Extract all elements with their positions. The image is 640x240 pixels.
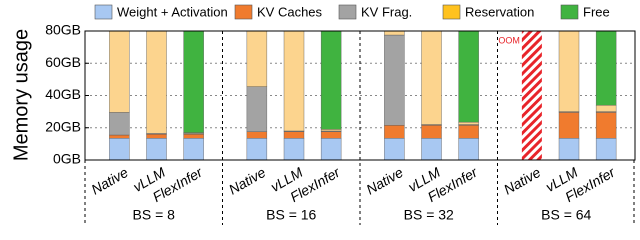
- bar-segment: [109, 134, 130, 139]
- y-tick-label: 40GB: [45, 86, 81, 102]
- y-tick-label: 80GB: [45, 22, 81, 38]
- chart: Memory usage Weight + Activation KV Cache…: [10, 4, 636, 225]
- legend-label: Weight + Activation: [117, 4, 228, 19]
- y-tick-label: 0GB: [53, 151, 81, 167]
- y-tick-label: 20GB: [45, 118, 81, 134]
- legend-label: Reservation: [465, 4, 534, 19]
- bar-segment: [384, 138, 405, 161]
- bar-segment: [421, 30, 442, 125]
- bar-segment: [595, 104, 617, 112]
- group-label: BS = 32: [404, 207, 454, 223]
- bar-segment: [595, 30, 617, 106]
- oom-label: OOM: [498, 35, 520, 45]
- bar-segment: [458, 30, 479, 123]
- bar-segment: [320, 138, 342, 161]
- bar-segment: [109, 138, 130, 161]
- bar-segment: [109, 112, 130, 136]
- legend-swatch: [338, 4, 357, 20]
- x-tick-label: Native: [226, 164, 269, 198]
- bar-segment: [458, 121, 479, 125]
- group-label: BS = 16: [266, 207, 316, 223]
- bar-segment: [146, 30, 167, 134]
- bar-segment: [384, 34, 405, 126]
- oom-bar: [521, 31, 542, 160]
- x-tick-label: Native: [88, 164, 131, 198]
- bar-segment: [109, 30, 130, 113]
- bar-segment: [384, 30, 405, 36]
- legend-swatch: [94, 4, 113, 20]
- group-label: BS = 64: [541, 207, 591, 223]
- y-axis-label: Memory usage: [10, 29, 32, 161]
- bar-segment: [183, 30, 204, 133]
- bar-segment: [558, 138, 580, 161]
- bar-segment: [146, 133, 167, 139]
- bar-segment: [283, 131, 305, 139]
- legend-label: KV Caches: [257, 4, 323, 19]
- bar-segment: [558, 30, 580, 112]
- bar-segment: [246, 30, 268, 87]
- y-tick-label: 60GB: [45, 54, 81, 70]
- bar-segment: [595, 138, 617, 161]
- legend-label: Free: [583, 4, 610, 19]
- bar-segment: [458, 125, 479, 139]
- bar-segment: [320, 131, 342, 139]
- bar-segment: [246, 86, 268, 132]
- x-tick-label: Native: [363, 164, 406, 198]
- bar-segment: [558, 112, 580, 139]
- bar-segment: [421, 138, 442, 161]
- group-label: BS = 8: [133, 207, 176, 223]
- bar-segment: [246, 138, 268, 161]
- legend-swatch: [234, 4, 253, 20]
- bar-segment: [283, 138, 305, 161]
- legend-swatch: [560, 4, 579, 20]
- bar-segment: [246, 131, 268, 139]
- bar-segment: [421, 125, 442, 139]
- bar-segment: [283, 30, 305, 132]
- bar-segment: [384, 125, 405, 139]
- bar-segment: [595, 112, 617, 139]
- legend-label: KV Frag.: [361, 4, 412, 19]
- bar-segment: [183, 133, 204, 139]
- x-tick-label: Native: [501, 164, 544, 198]
- bar-segment: [183, 138, 204, 161]
- bar-segment: [146, 138, 167, 161]
- legend-swatch: [442, 4, 461, 20]
- bar-segment: [320, 129, 342, 132]
- bar-segment: [458, 138, 479, 161]
- bar-segment: [320, 30, 342, 130]
